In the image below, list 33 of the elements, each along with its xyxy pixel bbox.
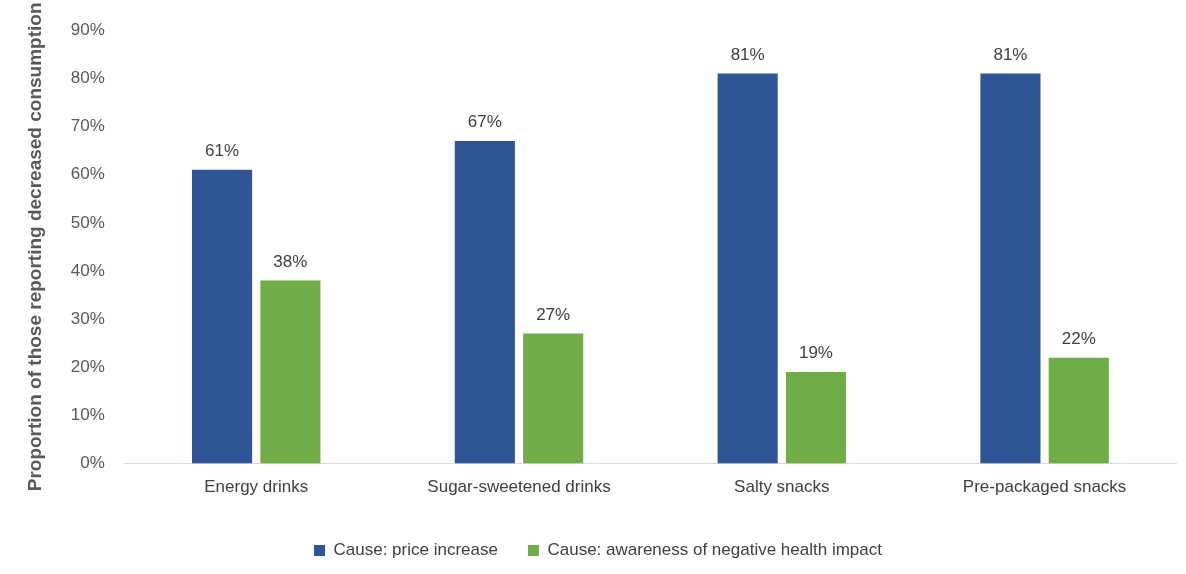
data-label: 19% [798,343,833,363]
x-tick-label: Energy drinks [204,477,309,497]
bar [192,169,253,464]
legend-label: Cause: awareness of negative health impact [547,540,883,560]
y-tick-label: 50% [70,212,105,232]
bar [717,73,778,464]
bar [523,333,584,464]
bar [1048,357,1109,464]
data-label: 38% [273,251,308,271]
bar [260,280,321,464]
y-tick-label: 0% [80,453,105,473]
y-tick-label: 80% [70,68,105,88]
x-tick-label: Sugar-sweetened drinks [427,477,611,497]
y-tick-label: 40% [70,260,105,280]
y-tick-label: 10% [70,405,105,425]
x-tick-label: Salty snacks [734,477,830,497]
bar [785,372,847,464]
bar [980,73,1041,464]
x-tick-label: Pre-packaged snacks [962,477,1127,497]
data-label: 81% [993,44,1028,64]
bar [454,140,515,464]
y-tick-label: 30% [70,308,105,328]
y-tick-label: 60% [70,164,105,184]
data-label: 27% [536,304,571,324]
data-label: 61% [205,141,240,161]
data-label: 67% [467,112,502,132]
data-label: 22% [1061,328,1096,348]
y-tick-label: 70% [70,116,105,136]
y-tick-label: 90% [70,19,105,39]
y-tick-label: 20% [70,356,105,376]
data-label: 81% [730,44,765,64]
y-axis-title: Proportion of those reporting decreased consumption [23,2,45,492]
legend-label: Cause: price increase [333,540,498,560]
